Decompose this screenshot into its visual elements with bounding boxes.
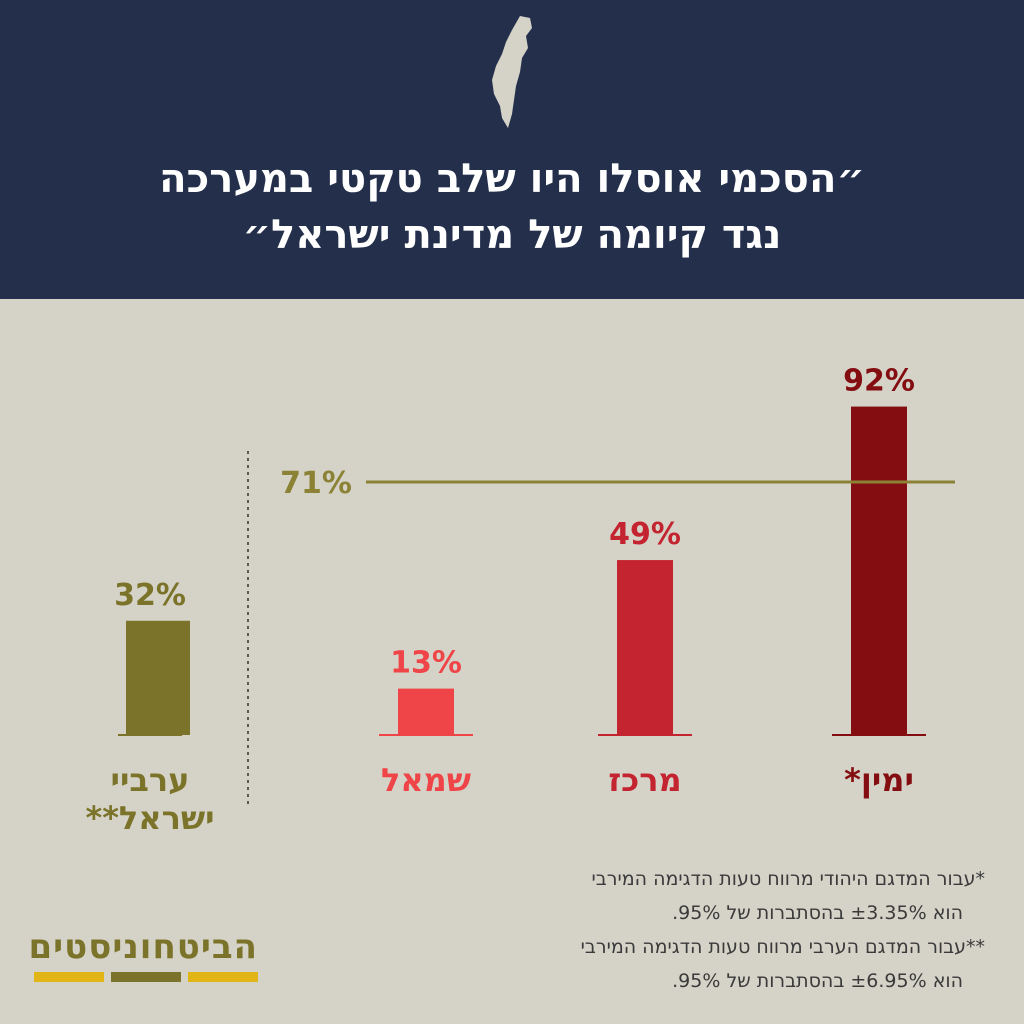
logo-bar-left <box>188 972 258 982</box>
footnotes: *עבור המדגם היהודי מרווח טעות הדגימה המי… <box>480 862 985 998</box>
logo-text: הביטחוניסטים <box>28 927 258 967</box>
logo-bar-middle <box>111 972 181 982</box>
footnote-1-line-1: *עבור המדגם היהודי מרווח טעות הדגימה המי… <box>591 868 986 890</box>
category-label-4-line-1: ימין* <box>844 761 914 799</box>
value-label-2: 13% <box>390 646 462 681</box>
category-label-2-line-1: שמאל <box>381 761 471 799</box>
value-label-1: 32% <box>114 578 186 613</box>
reference-label: 71% <box>280 466 352 501</box>
title-line-2: נגד קיומה של מדינת ישראל״ <box>242 212 782 258</box>
title-line-1: ״הסכמי אוסלו היו שלב טקטי במערכה <box>159 156 865 202</box>
header-banner: ״הסכמי אוסלו היו שלב טקטי במערכה נגד קיו… <box>0 0 1024 299</box>
category-label-1-line-1: ערביי <box>111 761 190 799</box>
bar-4 <box>851 406 907 735</box>
footnote-1-line-2: הוא ±3.35% בהסתברות של 95%. <box>672 902 963 924</box>
bar-2 <box>398 688 454 735</box>
category-label-3-line-1: מרכז <box>608 761 681 799</box>
israel-map-icon <box>492 16 532 128</box>
value-label-3: 49% <box>609 517 681 552</box>
logo-bar-right <box>34 972 104 982</box>
value-label-4: 92% <box>843 364 915 399</box>
footnote-2-line-2: הוא ±6.95% בהסתברות של 95%. <box>672 970 963 992</box>
bar-3 <box>617 560 673 735</box>
logo: הביטחוניסטים <box>28 926 258 982</box>
footnote-2-line-1: **עבור המדגם הערבי מרווח טעות הדגימה המי… <box>580 936 985 958</box>
category-label-1-line-2: ישראל** <box>85 799 214 837</box>
bar-1 <box>126 620 190 735</box>
